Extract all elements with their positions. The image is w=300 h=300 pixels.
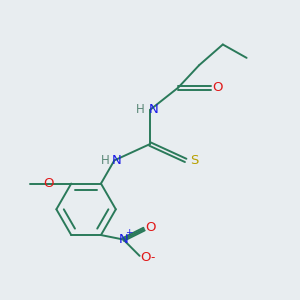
Text: N: N xyxy=(149,103,158,116)
Text: S: S xyxy=(190,154,198,167)
Text: O: O xyxy=(145,221,156,234)
Text: N: N xyxy=(112,154,122,167)
Text: +: + xyxy=(125,229,133,238)
Text: H: H xyxy=(136,103,145,116)
Text: O: O xyxy=(140,251,151,264)
Text: O: O xyxy=(44,177,54,190)
Text: -: - xyxy=(150,251,154,264)
Text: O: O xyxy=(212,81,223,94)
Text: N: N xyxy=(118,233,128,246)
Text: H: H xyxy=(101,154,110,167)
